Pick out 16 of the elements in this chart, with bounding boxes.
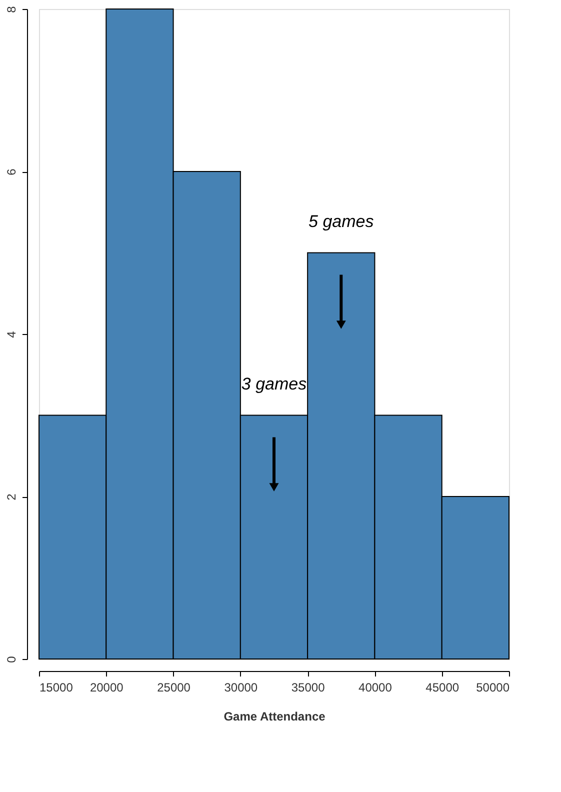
x-tick-label: 15000 [40,680,74,694]
x-axis-title: Game Attendance [224,710,326,724]
x-tick-label: 50000 [476,680,510,694]
annotation: 3 games [241,374,308,394]
y-tick-label: 6 [4,168,18,176]
x-tick-label: 25000 [157,680,191,694]
x-tick-label: 45000 [426,680,460,694]
y-tick-label: 0 [4,656,18,663]
y-tick-label: 4 [4,330,18,338]
y-tick-label: 8 [4,6,18,13]
x-tick-label: 30000 [224,680,258,694]
annotation: 5 games [308,212,374,231]
x-tick-label: 40000 [358,680,392,694]
y-tick-label: 2 [4,493,18,500]
x-tick-label: 35000 [291,680,326,694]
x-tick-label: 20000 [90,680,124,694]
